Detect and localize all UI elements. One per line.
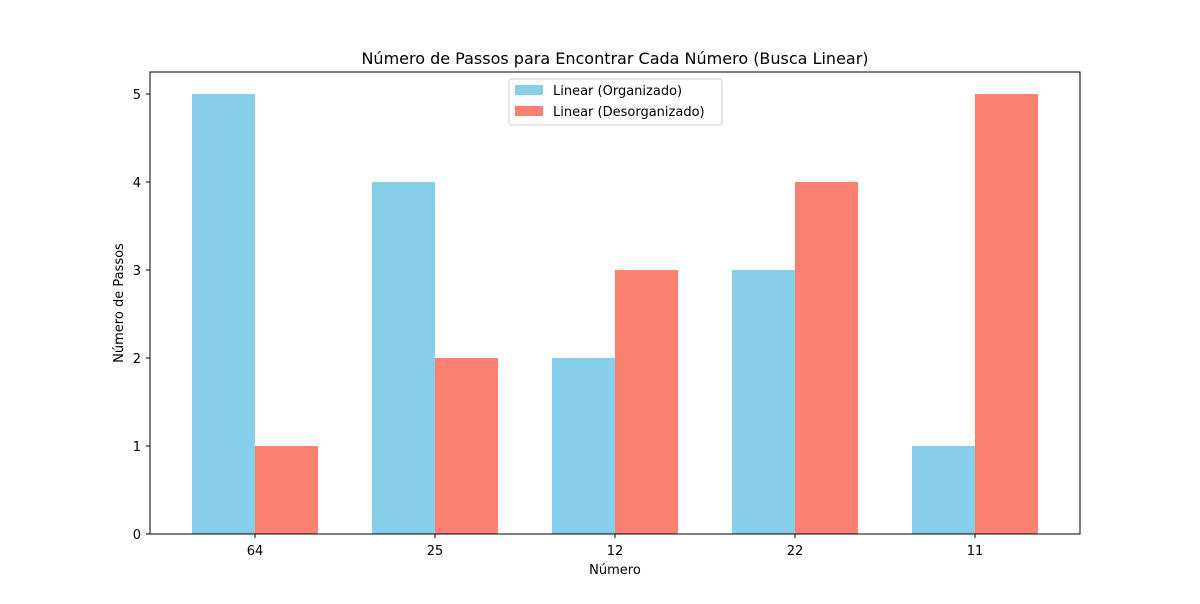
bar-desorganizado-11 [975, 94, 1038, 534]
bar-organizado-11 [912, 446, 975, 534]
y-axis-label: Número de Passos [112, 243, 127, 363]
x-tick-label: 22 [787, 544, 804, 559]
y-tick-label: 1 [133, 440, 141, 455]
legend-swatch-desorganizado [515, 106, 543, 116]
x-axis: 64 25 12 22 11 [247, 534, 984, 559]
bars-layer [192, 94, 1038, 534]
x-axis-label: Número [589, 563, 641, 578]
x-tick-label: 12 [607, 544, 624, 559]
y-tick-label: 0 [133, 528, 141, 543]
bar-organizado-12 [552, 358, 615, 534]
bar-organizado-25 [372, 182, 435, 534]
bar-desorganizado-25 [435, 358, 498, 534]
bar-organizado-22 [732, 270, 795, 534]
y-tick-label: 4 [133, 176, 141, 191]
legend-swatch-organizado [515, 85, 543, 95]
y-tick-label: 5 [133, 88, 141, 103]
legend: Linear (Organizado) Linear (Desorganizad… [508, 78, 723, 126]
x-tick-label: 11 [967, 544, 984, 559]
x-tick-label: 25 [427, 544, 444, 559]
plot-area-frame [149, 71, 1081, 535]
y-tick-label: 3 [133, 264, 141, 279]
legend-label-desorganizado: Linear (Desorganizado) [553, 105, 705, 120]
chart-title: Número de Passos para Encontrar Cada Núm… [361, 49, 868, 68]
bar-desorganizado-22 [795, 182, 858, 534]
bar-organizado-64 [192, 94, 255, 534]
legend-box [508, 78, 723, 126]
legend-label-organizado: Linear (Organizado) [553, 84, 682, 99]
y-tick-label: 2 [133, 352, 141, 367]
bar-desorganizado-64 [255, 446, 318, 534]
bar-desorganizado-12 [615, 270, 678, 534]
x-tick-label: 64 [247, 544, 264, 559]
y-axis: 0 1 2 3 4 5 [133, 88, 150, 543]
